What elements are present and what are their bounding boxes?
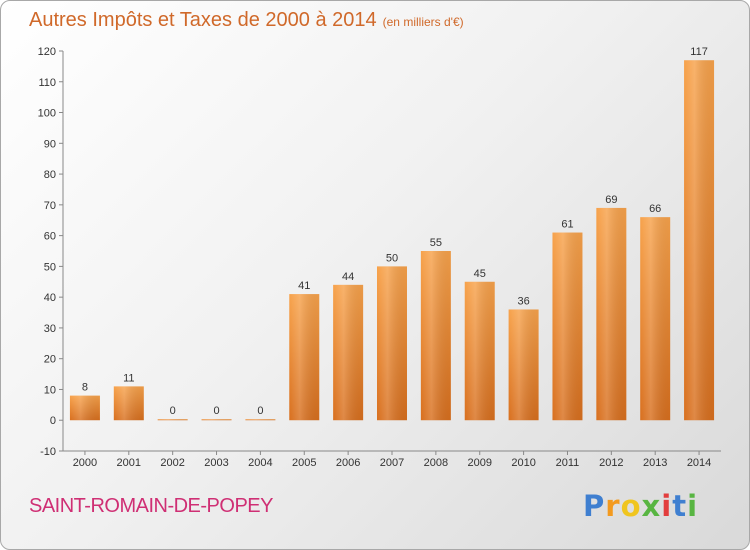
y-tick-label: 40 xyxy=(44,292,56,304)
logo-letter: r xyxy=(605,489,621,523)
value-label: 11 xyxy=(123,372,134,384)
value-label: 61 xyxy=(561,219,573,231)
x-tick-label: 2004 xyxy=(248,457,272,469)
logo-letter: o xyxy=(620,489,642,523)
x-tick-label: 2006 xyxy=(336,457,360,469)
commune-name: SAINT-ROMAIN-DE-POPEY xyxy=(29,495,273,517)
bar-shine xyxy=(464,281,495,421)
value-label: 69 xyxy=(605,194,617,206)
x-tick-label: 2007 xyxy=(380,457,404,469)
bar-shine xyxy=(596,207,627,421)
bars xyxy=(69,60,715,421)
logo-letter: x xyxy=(641,489,662,523)
y-tick-label: -10 xyxy=(40,446,56,458)
y-tick-label: 90 xyxy=(44,138,56,150)
value-label: 45 xyxy=(474,268,486,280)
bar-shine xyxy=(508,309,539,421)
bar-shine xyxy=(113,386,144,421)
bar-shine xyxy=(245,419,276,421)
bar-shine xyxy=(157,419,188,421)
logo-letter: P xyxy=(583,489,606,523)
x-tick-label: 2012 xyxy=(599,457,623,469)
value-label: 50 xyxy=(386,252,398,264)
logo-letter: t xyxy=(672,489,688,523)
bar-shine xyxy=(420,251,451,421)
value-label: 66 xyxy=(649,203,661,215)
y-tick-label: 0 xyxy=(50,415,56,427)
y-tick-label: 50 xyxy=(44,261,56,273)
x-tick-label: 2002 xyxy=(160,457,184,469)
chart-subtitle: (en milliers d'€) xyxy=(382,15,464,29)
value-label: 0 xyxy=(213,405,219,417)
bar-shine xyxy=(333,284,364,421)
bar-shine xyxy=(69,395,100,421)
chart-title: Autres Impôts et Taxes de 2000 à 2014 (en… xyxy=(29,9,464,32)
value-label: 117 xyxy=(690,46,708,58)
bar-shine xyxy=(684,60,715,421)
value-label: 0 xyxy=(257,405,263,417)
x-tick-label: 2014 xyxy=(687,457,711,469)
y-tick-label: 20 xyxy=(44,354,56,366)
x-tick-label: 2005 xyxy=(292,457,316,469)
value-labels: 8 11 0 0 0 41 44 50 55 45 36 61 69 66 117 xyxy=(82,46,708,417)
value-label: 36 xyxy=(517,295,529,307)
bar-shine xyxy=(289,294,320,421)
bar-shine xyxy=(552,232,583,421)
value-label: 44 xyxy=(342,271,354,283)
x-tick-label: 2001 xyxy=(117,457,141,469)
y-tick-label: 120 xyxy=(38,46,56,58)
x-tick-label: 2009 xyxy=(467,457,491,469)
bar-shine xyxy=(640,217,671,421)
value-label: 41 xyxy=(298,280,310,292)
x-tick-label: 2000 xyxy=(73,457,97,469)
y-tick-label: 30 xyxy=(44,323,56,335)
y-tick-label: 10 xyxy=(44,384,56,396)
value-label: 55 xyxy=(430,237,442,249)
chart-title-text: Autres Impôts et Taxes de 2000 à 2014 xyxy=(29,9,377,31)
y-tick-label: 100 xyxy=(38,108,56,120)
bar-shine xyxy=(201,419,232,421)
x-tick-label: 2010 xyxy=(511,457,535,469)
y-tick-label: 110 xyxy=(38,77,56,89)
x-tick-label: 2003 xyxy=(204,457,228,469)
value-label: 0 xyxy=(170,405,176,417)
x-tick-label: 2011 xyxy=(556,457,580,469)
logo-letter: i xyxy=(661,489,673,523)
y-tick-label: 70 xyxy=(44,200,56,212)
x-tick-label: 2013 xyxy=(643,457,667,469)
y-tick-label: 80 xyxy=(44,169,56,181)
y-tick-label: 60 xyxy=(44,231,56,243)
x-tick-label: 2008 xyxy=(424,457,448,469)
proxiti-logo: Proxiti xyxy=(583,489,698,523)
value-label: 8 xyxy=(82,382,88,394)
bar-shine xyxy=(377,266,407,421)
logo-letter: i xyxy=(687,489,699,523)
